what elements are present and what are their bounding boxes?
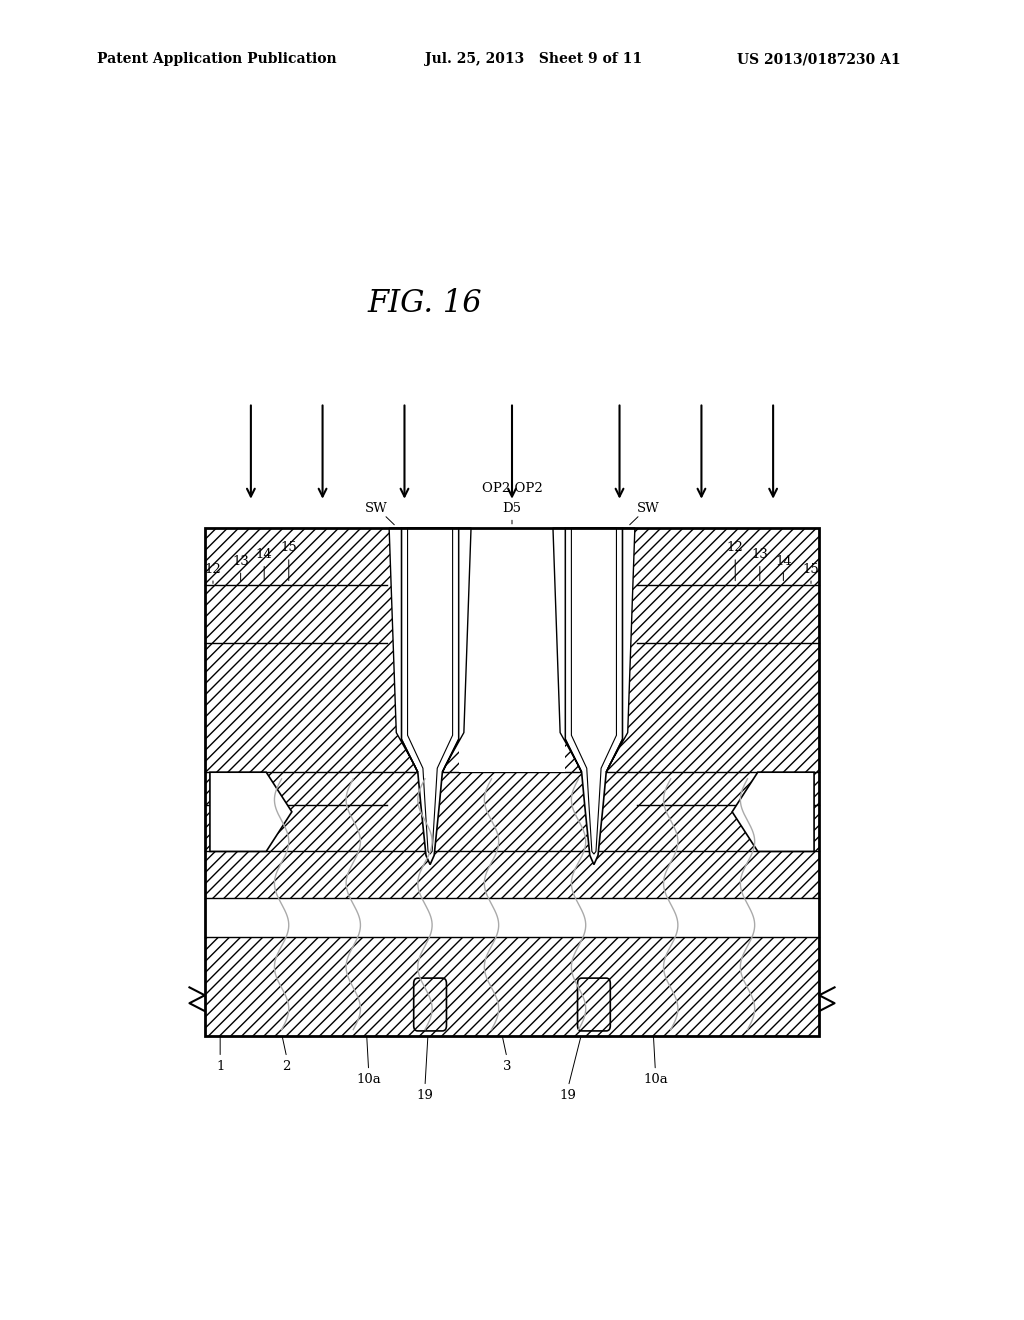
Polygon shape bbox=[408, 528, 453, 854]
Text: 13: 13 bbox=[752, 548, 768, 561]
Text: 13: 13 bbox=[232, 554, 249, 568]
FancyBboxPatch shape bbox=[578, 978, 610, 1031]
Bar bbox=[205, 528, 819, 772]
Polygon shape bbox=[571, 528, 616, 854]
Text: FIG. 16: FIG. 16 bbox=[368, 288, 482, 319]
Text: US 2013/0187230 A1: US 2013/0187230 A1 bbox=[737, 53, 901, 66]
Polygon shape bbox=[442, 528, 471, 772]
Text: SW: SW bbox=[637, 502, 659, 515]
Text: 14: 14 bbox=[256, 548, 272, 561]
Polygon shape bbox=[565, 528, 623, 865]
Text: Jul. 25, 2013   Sheet 9 of 11: Jul. 25, 2013 Sheet 9 of 11 bbox=[425, 53, 642, 66]
Text: 10a: 10a bbox=[356, 1073, 381, 1086]
Text: Patent Application Publication: Patent Application Publication bbox=[97, 53, 337, 66]
Bar bbox=[205, 772, 819, 851]
Polygon shape bbox=[210, 772, 292, 851]
Polygon shape bbox=[401, 528, 459, 865]
FancyBboxPatch shape bbox=[414, 978, 446, 1031]
Polygon shape bbox=[606, 528, 635, 772]
Text: 2: 2 bbox=[283, 1060, 291, 1073]
Text: 14: 14 bbox=[775, 554, 792, 568]
Text: 19: 19 bbox=[560, 1089, 577, 1102]
Text: OP2 OP2: OP2 OP2 bbox=[481, 482, 543, 495]
Text: SW: SW bbox=[365, 502, 387, 515]
Text: 15: 15 bbox=[803, 562, 819, 576]
Text: D5: D5 bbox=[503, 502, 521, 515]
Text: 1: 1 bbox=[216, 1060, 224, 1073]
Text: 12: 12 bbox=[727, 541, 743, 554]
Polygon shape bbox=[389, 528, 418, 772]
Text: 3: 3 bbox=[503, 1060, 511, 1073]
Text: 19: 19 bbox=[417, 1089, 433, 1102]
Bar bbox=[205, 937, 819, 1036]
Text: 12: 12 bbox=[205, 562, 221, 576]
Bar bbox=[459, 528, 565, 772]
Bar bbox=[205, 528, 819, 1036]
Bar bbox=[205, 898, 819, 937]
Bar bbox=[205, 851, 819, 898]
Polygon shape bbox=[732, 772, 814, 851]
Text: 15: 15 bbox=[281, 541, 297, 554]
Polygon shape bbox=[553, 528, 582, 772]
Text: 10a: 10a bbox=[643, 1073, 668, 1086]
